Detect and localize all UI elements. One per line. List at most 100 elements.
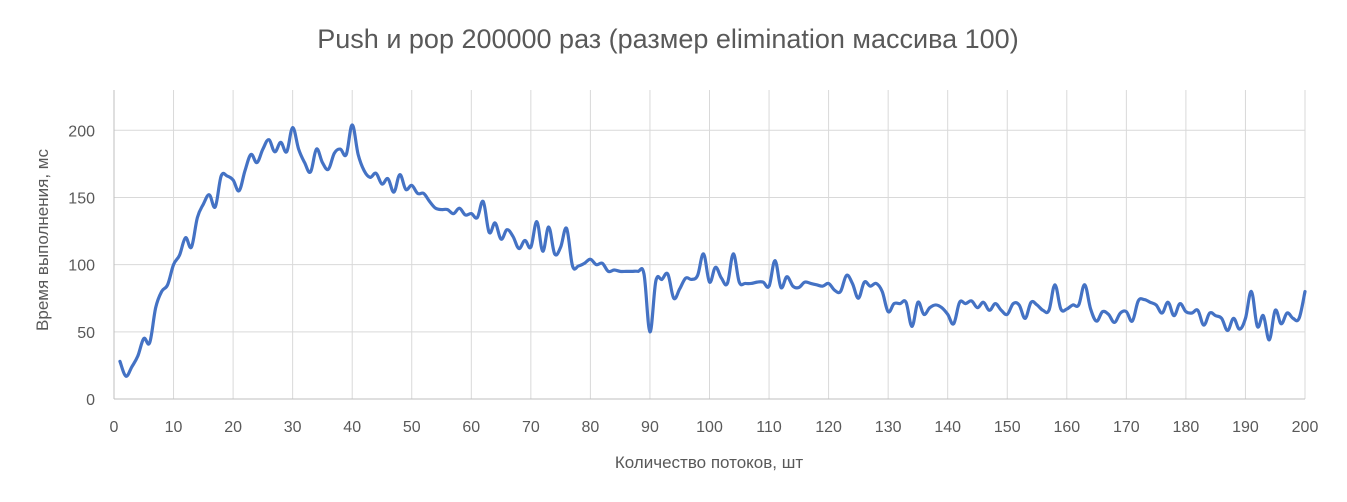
data-point [762,281,764,283]
data-point [619,270,621,272]
data-point [1226,329,1228,331]
data-point [702,253,704,255]
y-tick-label: 0 [86,392,95,409]
data-point [756,281,758,283]
data-point [738,281,740,283]
data-point [143,337,145,339]
data-point [1191,312,1193,314]
data-point [399,173,401,175]
data-point [1161,312,1163,314]
data-point [667,273,669,275]
data-point [1143,298,1145,300]
data-point [1155,304,1157,306]
data-point [321,161,323,163]
data-point [268,139,270,141]
data-point [607,270,609,272]
data-point [595,263,597,265]
data-point [673,297,675,299]
data-point [548,226,550,228]
data-point [935,304,937,306]
data-point [923,313,925,315]
x-axis-title: Количество потоков, шт [615,453,804,472]
data-point [422,192,424,194]
data-point [792,285,794,287]
data-point [530,246,532,248]
data-point [768,285,770,287]
data-point [446,208,448,210]
data-point [839,290,841,292]
data-point [947,313,949,315]
data-point [470,212,472,214]
data-point [500,238,502,240]
data-point [428,200,430,202]
data-point [857,297,859,299]
data-point [518,247,520,249]
data-point [780,286,782,288]
y-tick-label: 50 [77,325,95,342]
data-point [661,278,663,280]
data-point [1048,309,1050,311]
data-point [714,266,716,268]
axes [113,90,1305,400]
data-point [119,360,121,362]
data-point [696,274,698,276]
data-point [553,253,555,255]
data-point [184,237,186,239]
data-point [994,302,996,304]
series-layer [118,123,1307,378]
data-point [863,281,865,283]
data-point [381,183,383,185]
data-point [875,282,877,284]
data-point [244,169,246,171]
data-point [589,258,591,260]
data-point [613,269,615,271]
data-point [1203,324,1205,326]
data-point [250,153,252,155]
data-point [1095,320,1097,322]
data-point [1209,312,1211,314]
data-point [178,254,180,256]
data-point [476,216,478,218]
x-tick-label: 50 [403,419,421,436]
data-point [458,207,460,209]
y-axis-title: Время выполнения, мс [33,149,52,331]
data-point [774,259,776,261]
data-point [202,203,204,205]
data-point [1042,309,1044,311]
data-point [798,286,800,288]
data-point [1036,304,1038,306]
x-tick-label: 160 [1053,419,1080,436]
data-point [154,306,156,308]
data-point [351,124,353,126]
x-tick-label: 170 [1113,419,1140,436]
data-point [214,206,216,208]
data-point [1268,339,1270,341]
data-point [643,273,645,275]
data-point [750,282,752,284]
data-point [1024,317,1026,319]
data-point [339,148,341,150]
data-point [577,265,579,267]
data-point [542,250,544,252]
data-point [1197,309,1199,311]
data-point [964,302,966,304]
x-tick-label: 120 [815,419,842,436]
data-point [345,153,347,155]
data-point [988,309,990,311]
data-point [786,276,788,278]
data-point [309,171,311,173]
x-tick-label: 110 [756,419,782,436]
data-point [297,148,299,150]
data-point [488,231,490,233]
x-tick-label: 90 [641,419,659,436]
data-point [929,306,931,308]
data-point [357,153,359,155]
data-point [1078,304,1080,306]
data-point [732,253,734,255]
data-point [512,235,514,237]
data-point [1113,321,1115,323]
data-point [166,284,168,286]
data-point [982,301,984,303]
data-point [1083,284,1085,286]
data-point [417,192,419,194]
